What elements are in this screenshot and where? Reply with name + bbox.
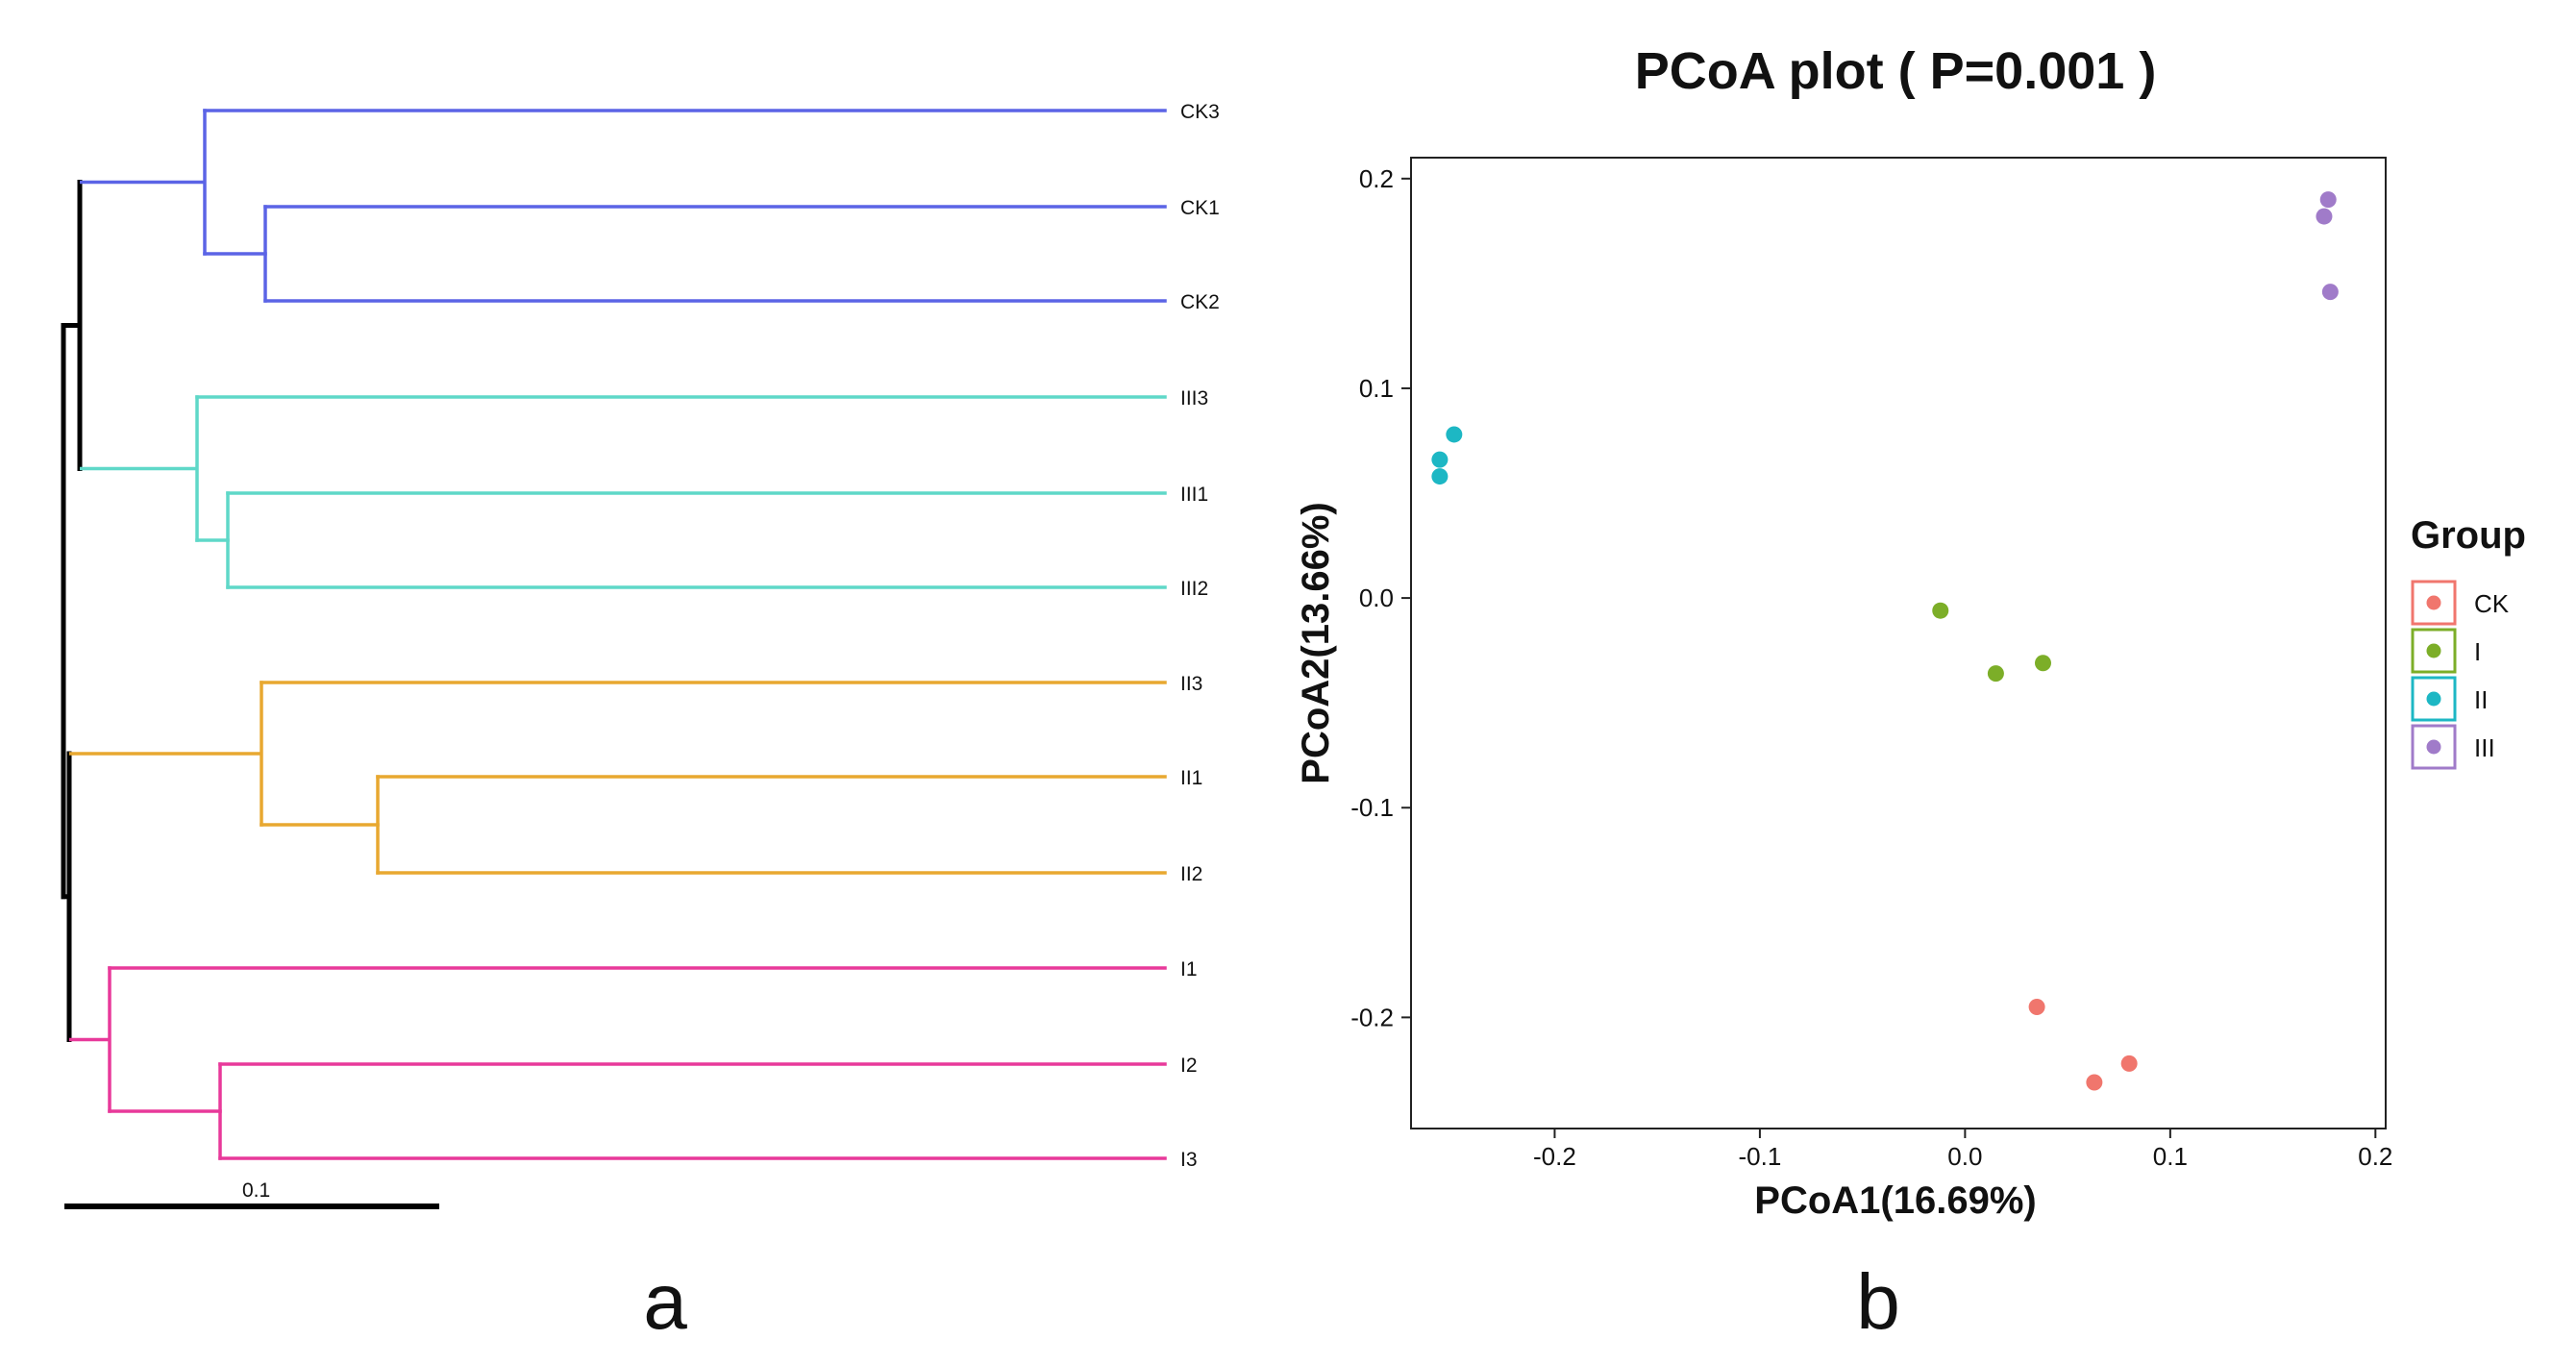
legend-item-CK: CK — [2411, 580, 2510, 626]
tree-clade-CK — [80, 109, 1167, 303]
x-tick-label: -0.2 — [1533, 1142, 1576, 1171]
series-CK — [2028, 998, 2138, 1091]
x-tick-label: 0.0 — [1947, 1142, 1982, 1171]
point-II — [1446, 426, 1463, 443]
legend-key-box — [2411, 724, 2457, 770]
point-II — [1431, 468, 1449, 485]
tree-clade-III — [80, 395, 1167, 589]
scatter-points — [1431, 191, 2339, 1091]
tree-clade-II — [69, 681, 1167, 875]
y-tick-label: 0.0 — [1359, 583, 1394, 612]
x-tick-label: 0.1 — [2153, 1142, 2188, 1171]
legend-title: Group — [2411, 514, 2526, 557]
legend-key-dot — [2426, 691, 2441, 707]
leaf-label-III1: III1 — [1180, 484, 1208, 506]
y-tick-label: 0.2 — [1359, 164, 1394, 193]
series-III — [2316, 191, 2339, 301]
leaf-label-II3: II3 — [1180, 673, 1202, 695]
y-tick-label: -0.1 — [1350, 793, 1394, 822]
legend-key-dot — [2426, 643, 2441, 658]
legend-label: I — [2474, 637, 2481, 666]
leaf-label-II1: II1 — [1180, 767, 1202, 789]
point-III — [2316, 208, 2333, 225]
legend-label: II — [2474, 685, 2488, 714]
leaf-label-I2: I2 — [1180, 1055, 1198, 1077]
point-III — [2319, 191, 2337, 209]
y-tick-label: -0.2 — [1350, 1003, 1394, 1031]
tree-clade-I — [69, 966, 1167, 1160]
leaf-label-CK2: CK2 — [1180, 291, 1220, 313]
tree-root-branches — [61, 180, 83, 1042]
cluster-tree-panel: CK3 CK1 CK2 III3 III1 III2 II3 II1 II2 I1 I2 I3 0.1… — [61, 101, 1220, 1346]
leaf-label-III2: III2 — [1180, 578, 1208, 600]
panel-label-b: b — [1856, 1258, 1900, 1346]
legend-item-III: III — [2411, 724, 2495, 770]
y-tick-label: 0.1 — [1359, 374, 1394, 403]
plot-frame — [1410, 157, 2387, 1129]
leaf-label-CK3: CK3 — [1180, 101, 1220, 123]
x-tick-label: -0.1 — [1738, 1142, 1781, 1171]
leaf-label-III3: III3 — [1180, 387, 1208, 410]
leaf-label-II2: II2 — [1180, 863, 1202, 885]
series-II — [1431, 426, 1463, 485]
point-III — [2321, 284, 2339, 301]
y-axis-title: PCoA2(13.66%) — [1295, 502, 1337, 783]
leaf-label-I1: I1 — [1180, 958, 1198, 980]
legend-item-II: II — [2411, 676, 2488, 722]
legend-key-dot — [2426, 595, 2441, 610]
pcoa-scatter-panel: PCoA plot ( P=0.001 ) -0.2 -0.1 0.0 0.1 0.2 … — [1295, 42, 2526, 1346]
point-I — [2034, 655, 2051, 672]
x-tick-label: 0.2 — [2358, 1142, 2392, 1171]
x-axis-ticks: -0.2 -0.1 0.0 0.1 0.2 — [1533, 1129, 2392, 1171]
leaf-label-I3: I3 — [1180, 1149, 1198, 1171]
legend-label: III — [2474, 733, 2495, 762]
series-I — [1932, 602, 2051, 682]
legend-label: CK — [2474, 589, 2510, 618]
point-I — [1987, 665, 2004, 682]
leaf-label-CK1: CK1 — [1180, 197, 1220, 219]
point-I — [1932, 602, 1949, 619]
chart-title: PCoA plot ( P=0.001 ) — [1635, 42, 2157, 100]
y-axis-ticks: 0.2 0.1 0.0 -0.1 -0.2 — [1350, 164, 1411, 1031]
legend-item-I: I — [2411, 628, 2481, 674]
point-CK — [2086, 1074, 2103, 1091]
point-CK — [2120, 1055, 2138, 1072]
point-CK — [2028, 998, 2045, 1015]
legend-key-dot — [2426, 739, 2441, 755]
scale-bar-label: 0.1 — [242, 1179, 270, 1202]
point-II — [1431, 451, 1449, 468]
x-axis-title: PCoA1(16.69%) — [1754, 1179, 2036, 1222]
tree-group-branches — [69, 109, 1167, 1160]
panel-label-a: a — [643, 1258, 687, 1346]
tree-leaf-labels: CK3 CK1 CK2 III3 III1 III2 II3 II1 II2 I1 I2 I3 — [1180, 101, 1220, 1171]
